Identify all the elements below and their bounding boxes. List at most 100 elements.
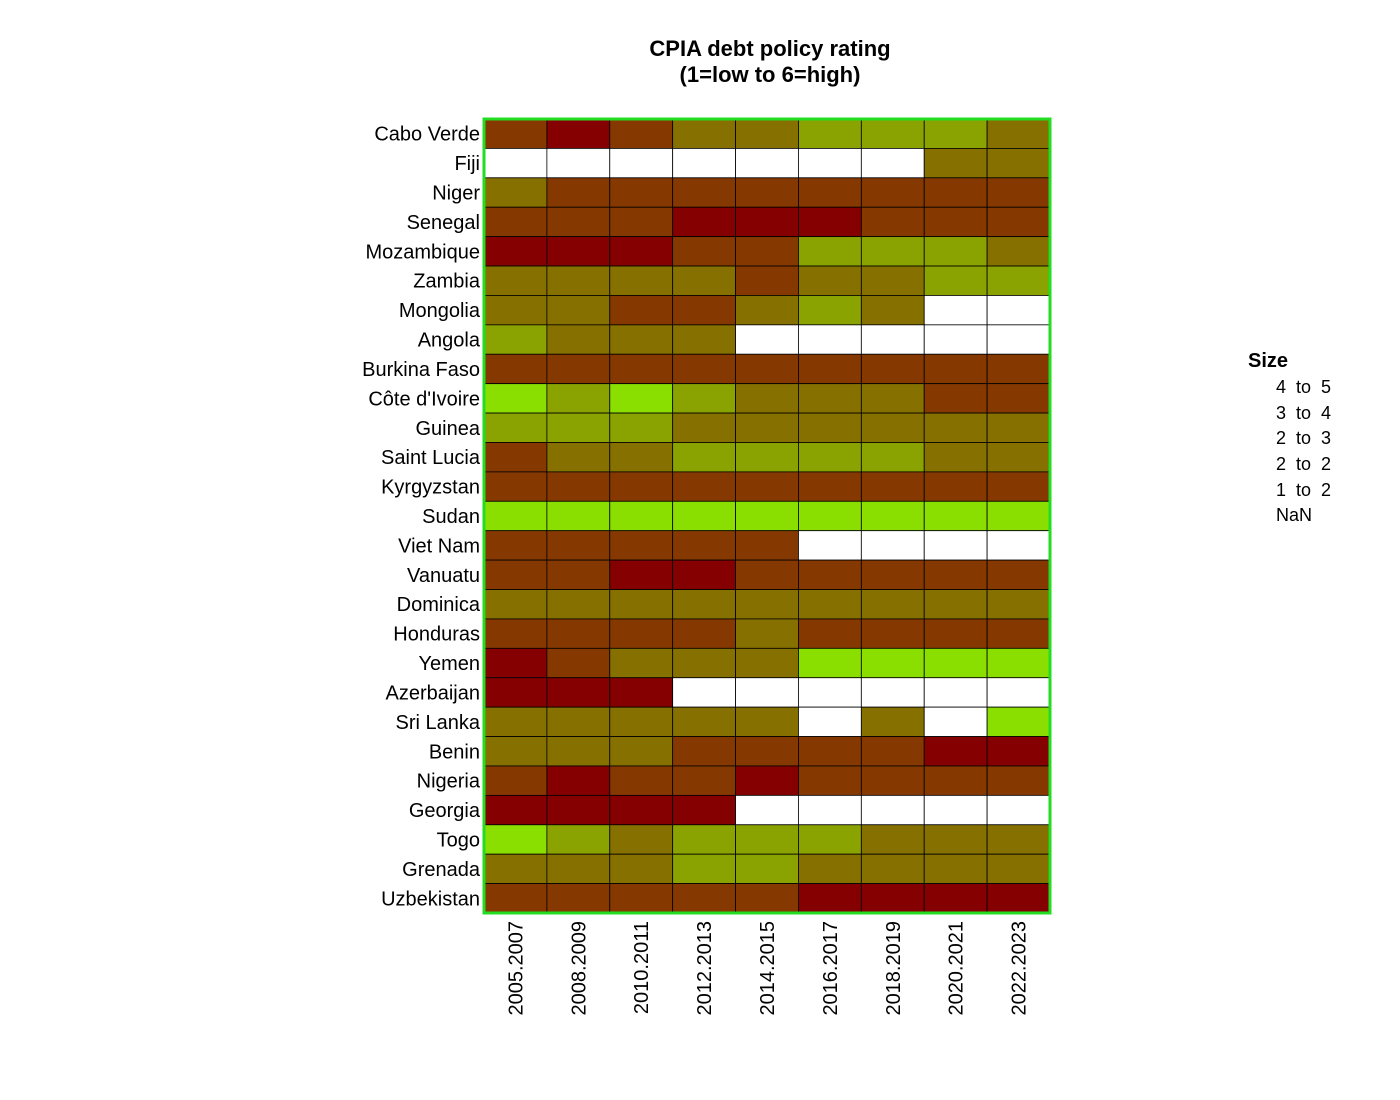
heatmap-cell	[735, 824, 799, 855]
heatmap-cell	[986, 295, 1051, 326]
heatmap-cell	[923, 500, 988, 532]
heatmap-cell	[860, 412, 925, 443]
row-label: Côte d'Ivoire	[368, 388, 480, 410]
heatmap-cell	[483, 559, 548, 590]
heatmap-cell	[483, 265, 548, 296]
heatmap-cell	[923, 118, 988, 149]
heatmap-cell	[986, 148, 1051, 179]
row-label: Cabo Verde	[374, 124, 480, 146]
heatmap-cell	[735, 295, 799, 326]
heatmap-cell	[546, 677, 611, 708]
heatmap-cell	[672, 559, 736, 590]
heatmap-cell	[798, 471, 862, 502]
heatmap-cell	[860, 295, 925, 326]
heatmap-cell	[483, 618, 548, 649]
heatmap-cell	[483, 824, 548, 855]
heatmap-cell	[798, 383, 862, 414]
heatmap-cell	[672, 412, 736, 443]
heatmap-cell	[483, 236, 548, 267]
row-label: Benin	[429, 741, 480, 763]
heatmap-cell	[609, 677, 674, 708]
row-label: Honduras	[393, 624, 480, 646]
heatmap-cell	[672, 383, 736, 414]
heatmap-cell	[546, 177, 611, 208]
heatmap-cell	[735, 559, 799, 590]
heatmap-cell	[860, 883, 925, 914]
heatmap-cell	[798, 236, 862, 267]
heatmap-cell	[798, 118, 862, 149]
heatmap-cell	[798, 442, 862, 473]
heatmap-cell	[546, 647, 611, 679]
row-label: Saint Lucia	[381, 447, 481, 469]
heatmap-cell	[860, 824, 925, 855]
row-label: Guinea	[416, 418, 481, 440]
heatmap-cell	[483, 736, 548, 767]
row-label: Azerbaijan	[385, 682, 480, 704]
heatmap-cell	[735, 765, 799, 796]
heatmap-cell	[546, 589, 611, 620]
heatmap-cell	[798, 148, 862, 179]
heatmap-cell	[923, 530, 988, 561]
heatmap-cell	[860, 118, 925, 149]
heatmap-cell	[672, 471, 736, 502]
heatmap-cell	[672, 177, 736, 208]
heatmap-cell	[483, 412, 548, 443]
heatmap-cell	[923, 206, 988, 238]
heatmap-cell	[735, 412, 799, 443]
heatmap-cell	[923, 383, 988, 414]
legend-item: 1 to 2	[1276, 479, 1332, 500]
heatmap-cell	[923, 148, 988, 179]
heatmap-cell	[735, 677, 799, 708]
heatmap-cell	[672, 324, 736, 355]
heatmap-cell	[609, 353, 674, 385]
heatmap-cell	[986, 177, 1051, 208]
heatmap-cell	[798, 353, 862, 385]
heatmap-cell	[798, 824, 862, 855]
column-label: 2018.2019	[883, 921, 905, 1016]
row-label: Georgia	[409, 800, 481, 822]
heatmap-cell	[798, 265, 862, 296]
heatmap-cell	[483, 589, 548, 620]
heatmap-cell	[609, 177, 674, 208]
heatmap-cell	[923, 353, 988, 385]
heatmap-cell	[735, 442, 799, 473]
heatmap-cell	[483, 383, 548, 414]
heatmap-cell	[923, 177, 988, 208]
heatmap-cell	[860, 736, 925, 767]
heatmap-cell	[860, 148, 925, 179]
heatmap-cell	[735, 736, 799, 767]
heatmap-cell	[546, 706, 611, 737]
heatmap-cell	[609, 618, 674, 649]
heatmap-cell	[923, 559, 988, 590]
heatmap-cell	[546, 148, 611, 179]
heatmap-cell	[672, 118, 736, 149]
heatmap-cell	[609, 265, 674, 296]
heatmap-cell	[546, 559, 611, 590]
heatmap-cell	[860, 442, 925, 473]
heatmap-cell	[986, 383, 1051, 414]
heatmap-cell	[860, 706, 925, 737]
column-label: 2008.2009	[568, 921, 590, 1016]
heatmap-cell	[923, 265, 988, 296]
heatmap-cell	[986, 442, 1051, 473]
heatmap-cell	[735, 471, 799, 502]
heatmap-cell	[735, 265, 799, 296]
heatmap-cell	[986, 118, 1051, 149]
heatmap-cell	[923, 324, 988, 355]
heatmap-cell	[860, 530, 925, 561]
row-label: Niger	[432, 183, 480, 205]
heatmap-cell	[672, 442, 736, 473]
heatmap-cell	[860, 618, 925, 649]
heatmap-cell	[860, 589, 925, 620]
heatmap-cell	[483, 706, 548, 737]
heatmap-cell	[483, 206, 548, 238]
row-label: Burkina Faso	[362, 359, 480, 381]
heatmap-cell	[735, 530, 799, 561]
heatmap-cell	[860, 765, 925, 796]
heatmap-cell	[483, 647, 548, 679]
row-label: Viet Nam	[398, 535, 480, 557]
heatmap-cell	[986, 794, 1051, 826]
heatmap-cell	[986, 824, 1051, 855]
heatmap-cell	[860, 559, 925, 590]
